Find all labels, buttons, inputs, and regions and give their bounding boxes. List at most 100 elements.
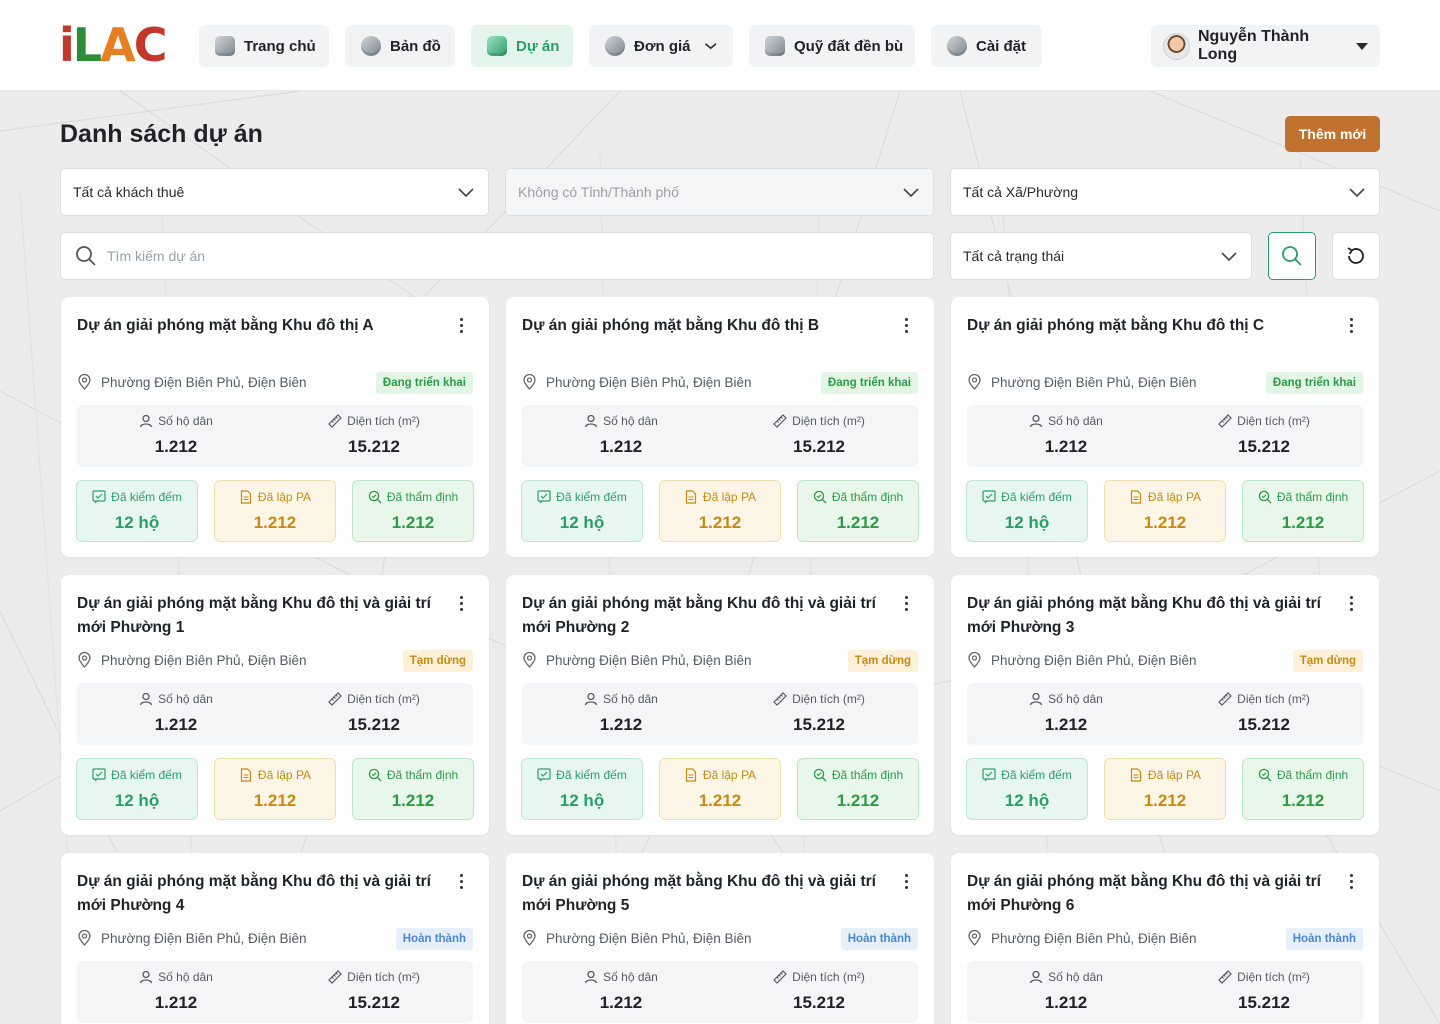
reset-filters-button[interactable] <box>1332 232 1380 280</box>
project-title[interactable]: Dự án giải phóng mặt bằng Khu đô thị và … <box>522 595 876 636</box>
nav-item-settings[interactable]: Cài đặt <box>931 25 1042 67</box>
ruler-icon <box>1218 692 1233 706</box>
search-input[interactable] <box>107 248 887 264</box>
more-options-icon[interactable] <box>1341 593 1361 613</box>
counted-label: Đã kiểm đếm <box>1001 490 1072 504</box>
tenant-select-value: Tất cả khách thuê <box>73 184 185 200</box>
counted-value: 12 hộ <box>114 513 160 532</box>
project-card[interactable]: Dự án giải phóng mặt bằng Khu đô thị C P… <box>951 297 1379 557</box>
more-options-icon[interactable] <box>1341 315 1361 335</box>
area-label: Diện tích (m²) <box>792 970 865 984</box>
plan-stat: Đã lập PA 1.212 <box>659 480 781 542</box>
households-stat: Số hộ dân 1.212 <box>967 405 1165 467</box>
add-project-button[interactable]: Thêm mới <box>1285 116 1380 152</box>
plan-label: Đã lập PA <box>257 768 312 782</box>
area-value: 15.212 <box>1238 437 1290 456</box>
project-card[interactable]: Dự án giải phóng mặt bằng Khu đô thị và … <box>61 853 489 1024</box>
households-stat: Số hộ dân 1.212 <box>967 961 1165 1023</box>
area-label: Diện tích (m²) <box>792 692 865 706</box>
nav-item-unit-price[interactable]: Đơn giá <box>589 25 733 67</box>
appraised-label: Đã thẩm định <box>386 768 459 782</box>
project-stats: Số hộ dân 1.212 Diện tích (m²) 15.212 <box>967 683 1363 745</box>
more-options-icon[interactable] <box>451 871 471 891</box>
user-icon <box>1029 970 1043 984</box>
user-icon <box>139 414 153 428</box>
map-icon <box>361 36 381 56</box>
households-label: Số hộ dân <box>1048 692 1103 706</box>
chevron-down-icon <box>458 188 474 198</box>
province-select[interactable]: Không có Tỉnh/Thành phố <box>505 168 934 216</box>
project-title[interactable]: Dự án giải phóng mặt bằng Khu đô thị C <box>967 317 1265 334</box>
more-options-icon[interactable] <box>896 871 916 891</box>
plan-value: 1.212 <box>698 513 742 532</box>
plan-label: Đã lập PA <box>1147 490 1202 504</box>
folder-icon <box>487 36 507 56</box>
households-stat: Số hộ dân 1.212 <box>967 683 1165 745</box>
households-stat: Số hộ dân 1.212 <box>77 405 275 467</box>
project-stats: Số hộ dân 1.212 Diện tích (m²) 15.212 <box>522 961 918 1023</box>
households-value: 1.212 <box>599 715 643 734</box>
counted-value: 12 hộ <box>559 513 605 532</box>
households-label: Số hộ dân <box>158 970 213 984</box>
more-options-icon[interactable] <box>896 593 916 613</box>
area-stat: Diện tích (m²) 15.212 <box>1165 683 1363 745</box>
document-icon <box>240 768 252 782</box>
project-title[interactable]: Dự án giải phóng mặt bằng Khu đô thị và … <box>77 595 431 636</box>
project-card[interactable]: Dự án giải phóng mặt bằng Khu đô thị và … <box>951 575 1379 835</box>
document-icon <box>1130 768 1142 782</box>
project-title[interactable]: Dự án giải phóng mặt bằng Khu đô thị và … <box>522 873 876 914</box>
nav-item-home[interactable]: Trang chủ <box>199 25 329 67</box>
user-menu-button[interactable]: Nguyễn Thành Long <box>1151 25 1380 67</box>
avatar <box>1163 32 1190 60</box>
area-value: 15.212 <box>1238 715 1290 734</box>
nav-item-land-fund[interactable]: Quỹ đất đền bù <box>749 25 915 67</box>
counted-stat: Đã kiểm đếm 12 hộ <box>966 758 1088 820</box>
nav-item-projects[interactable]: Dự án <box>471 25 573 67</box>
area-label: Diện tích (m²) <box>1237 414 1310 428</box>
nav-item-map[interactable]: Bản đồ <box>345 25 455 67</box>
location-text: Phường Điện Biên Phủ, Điện Biên <box>991 930 1197 946</box>
plan-stat: Đã lập PA 1.212 <box>214 758 336 820</box>
project-title[interactable]: Dự án giải phóng mặt bằng Khu đô thị B <box>522 317 820 334</box>
ward-select[interactable]: Tất cả Xã/Phường <box>950 168 1380 216</box>
home-icon <box>215 36 235 56</box>
project-card[interactable]: Dự án giải phóng mặt bằng Khu đô thị và … <box>506 575 934 835</box>
counted-value: 12 hộ <box>559 791 605 810</box>
nav-label: Quỹ đất đền bù <box>794 37 904 55</box>
document-icon <box>1130 490 1142 504</box>
appraised-stat: Đã thẩm định 1.212 <box>1242 758 1364 820</box>
search-button[interactable] <box>1268 232 1316 280</box>
more-options-icon[interactable] <box>451 593 471 613</box>
chevron-down-icon <box>903 188 919 198</box>
project-card[interactable]: Dự án giải phóng mặt bằng Khu đô thị B P… <box>506 297 934 557</box>
more-options-icon[interactable] <box>1341 871 1361 891</box>
status-select[interactable]: Tất cả trạng thái <box>950 232 1252 280</box>
project-card[interactable]: Dự án giải phóng mặt bằng Khu đô thị A P… <box>61 297 489 557</box>
project-title[interactable]: Dự án giải phóng mặt bằng Khu đô thị và … <box>967 595 1321 636</box>
document-icon <box>240 490 252 504</box>
project-card[interactable]: Dự án giải phóng mặt bằng Khu đô thị và … <box>951 853 1379 1024</box>
plan-label: Đã lập PA <box>257 490 312 504</box>
status-badge: Hoàn thành <box>1285 928 1363 950</box>
more-options-icon[interactable] <box>896 315 916 335</box>
project-title[interactable]: Dự án giải phóng mặt bằng Khu đô thị và … <box>77 873 431 914</box>
location-pin-icon <box>523 652 536 668</box>
status-select-value: Tất cả trạng thái <box>963 248 1065 264</box>
area-stat: Diện tích (m²) 15.212 <box>720 405 918 467</box>
status-badge: Tạm dừng <box>402 650 473 672</box>
project-title[interactable]: Dự án giải phóng mặt bằng Khu đô thị A <box>77 317 374 334</box>
project-card[interactable]: Dự án giải phóng mặt bằng Khu đô thị và … <box>61 575 489 835</box>
project-card[interactable]: Dự án giải phóng mặt bằng Khu đô thị và … <box>506 853 934 1024</box>
project-location: Phường Điện Biên Phủ, Điện Biên <box>967 652 1197 668</box>
app-logo[interactable]: iLAC <box>59 18 167 72</box>
plan-value: 1.212 <box>253 513 297 532</box>
ruler-icon <box>328 692 343 706</box>
status-badge: Đang triển khai <box>820 372 918 394</box>
project-location: Phường Điện Biên Phủ, Điện Biên <box>77 374 307 390</box>
project-stats: Số hộ dân 1.212 Diện tích (m²) 15.212 <box>77 683 473 745</box>
plan-label: Đã lập PA <box>1147 768 1202 782</box>
counted-label: Đã kiểm đếm <box>111 490 182 504</box>
tenant-select[interactable]: Tất cả khách thuê <box>60 168 489 216</box>
more-options-icon[interactable] <box>451 315 471 335</box>
project-title[interactable]: Dự án giải phóng mặt bằng Khu đô thị và … <box>967 873 1321 914</box>
